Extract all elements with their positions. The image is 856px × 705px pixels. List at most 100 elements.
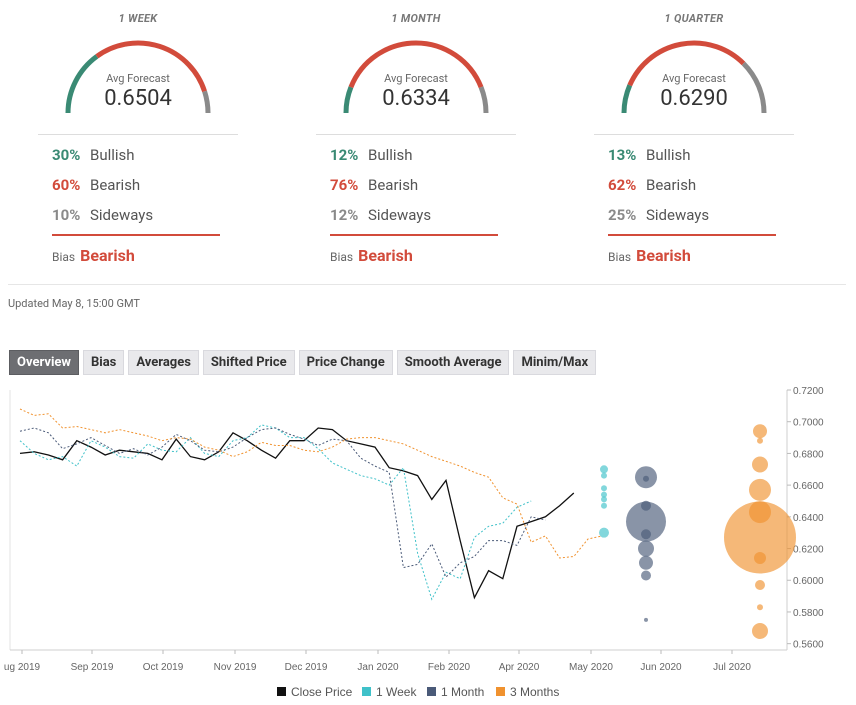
legend-label: 1 Month: [441, 685, 484, 699]
forecast-panel-1-month: 1 MONTH Avg Forecast 0.6334 12% Bullish 7…: [316, 0, 516, 265]
bearish-label: Bearish: [90, 176, 141, 194]
legend-swatch: [496, 687, 505, 696]
avg-forecast-value: 0.6504: [104, 86, 172, 111]
x-tick-label: Sep 2019: [71, 662, 114, 673]
x-tick-label: Oct 2019: [143, 662, 184, 673]
series-line-1-month: [19, 427, 546, 578]
tab-smooth-average[interactable]: Smooth Average: [396, 350, 510, 375]
forecast-gauge: [343, 40, 489, 114]
avg-forecast-value: 0.6334: [382, 86, 450, 111]
forecast-bubble-1-week: [601, 502, 607, 509]
avg-forecast-label: Avg Forecast: [384, 72, 448, 85]
forecast-title: 1 MONTH: [391, 12, 441, 25]
avg-forecast-label: Avg Forecast: [662, 72, 726, 85]
y-tick-label: 0.6400: [793, 513, 824, 524]
sideways-stat: 12% Sideways: [330, 206, 431, 224]
sideways-percent: 12%: [330, 206, 359, 224]
gauge-sideways-arc: [202, 90, 211, 114]
sideways-label: Sideways: [646, 206, 710, 224]
forecast-bubble-1-month: [641, 529, 651, 540]
bearish-label: Bearish: [646, 176, 697, 194]
series-line-close-price: [19, 427, 575, 600]
tab-shifted-price[interactable]: Shifted Price: [202, 350, 295, 375]
series-line-3-months: [19, 408, 603, 559]
gauge-bullish-arc: [621, 84, 633, 114]
tab-averages[interactable]: Averages: [128, 350, 199, 375]
bias-row: Bias Bearish: [52, 246, 135, 265]
bullish-label: Bullish: [646, 146, 691, 164]
forecast-chart: 0.7200 0.7000 0.6800 0.6600 0.6400 0.6200 0.60…: [4, 386, 824, 699]
gauge-baseline: [594, 134, 794, 135]
x-tick-label: Jul 2020: [713, 662, 751, 673]
bullish-stat: 13% Bullish: [608, 146, 691, 164]
bullish-percent: 30%: [52, 146, 81, 164]
bias-row: Bias Bearish: [608, 246, 691, 265]
y-tick-label: 0.6800: [793, 449, 824, 460]
gauge-bearish-arc: [627, 40, 746, 87]
gauge-baseline: [38, 134, 238, 135]
gauge-sideways-arc: [741, 61, 767, 114]
forecast-title: 1 QUARTER: [664, 12, 724, 25]
forecast-bubble-3-months: [749, 478, 771, 501]
forecast-bubble-1-week: [600, 465, 608, 474]
tab-overview[interactable]: Overview: [9, 350, 79, 375]
sideways-label: Sideways: [90, 206, 154, 224]
tab-bias[interactable]: Bias: [82, 350, 125, 375]
sideways-stat: 25% Sideways: [608, 206, 709, 224]
gauge-sideways-arc: [478, 86, 489, 114]
bias-row: Bias Bearish: [330, 246, 413, 265]
forecast-gauge: [621, 40, 767, 114]
forecast-bubble-1-week: [601, 485, 607, 492]
x-tick-label: Apr 2020: [499, 662, 540, 673]
bearish-percent: 60%: [52, 176, 81, 194]
tab-minim-max[interactable]: Minim/Max: [513, 350, 597, 375]
forecast-panel-1-week: 1 WEEK Avg Forecast 0.6504 30% Bullish 60…: [38, 0, 238, 265]
legend-swatch: [277, 687, 286, 696]
forecast-bubble-1-month: [643, 475, 649, 482]
forecast-bubble-1-month: [644, 617, 648, 622]
legend-swatch: [362, 687, 371, 696]
bullish-stat: 30% Bullish: [52, 146, 135, 164]
forecast-bubble-3-months: [752, 456, 768, 473]
section-divider: [8, 284, 846, 285]
x-tick-label: Nov 2019: [214, 662, 257, 673]
sideways-label: Sideways: [368, 206, 432, 224]
forecast-bubble-1-week: [601, 496, 607, 503]
bullish-label: Bullish: [90, 146, 135, 164]
chart-tabs: Overview Bias Averages Shifted Price Price C…: [9, 350, 597, 375]
x-tick-label: Dec 2019: [285, 662, 328, 673]
legend-label: 3 Months: [510, 685, 559, 699]
gauge-bearish-arc: [348, 40, 484, 89]
sideways-stat: 10% Sideways: [52, 206, 153, 224]
forecast-bubble-3-months: [754, 552, 766, 565]
bullish-stat: 12% Bullish: [330, 146, 413, 164]
sideways-percent: 10%: [52, 206, 81, 224]
bearish-stat: 62% Bearish: [608, 176, 696, 194]
bias-label: Bias: [52, 250, 76, 264]
forecast-gauge: [65, 40, 211, 114]
x-tick-label: Feb 2020: [428, 662, 471, 673]
y-tick-label: 0.6600: [793, 481, 824, 492]
forecast-bubble-3-months: [757, 604, 763, 611]
forecast-bubble-1-month: [639, 555, 653, 570]
legend-swatch: [427, 687, 436, 696]
bias-label: Bias: [608, 250, 632, 264]
bias-underline: [330, 234, 498, 236]
forecast-bubble-1-month: [638, 540, 654, 557]
bias-underline: [52, 234, 220, 236]
tab-price-change[interactable]: Price Change: [298, 350, 393, 375]
forecast-bubble-1-week: [601, 472, 607, 479]
bullish-percent: 13%: [608, 146, 637, 164]
updated-timestamp: Updated May 8, 15:00 GMT: [8, 297, 140, 310]
x-tick-label: ug 2019: [4, 662, 41, 673]
y-tick-label: 0.7200: [793, 386, 824, 397]
forecast-title: 1 WEEK: [118, 12, 158, 25]
series-line-1-week: [19, 424, 532, 601]
bias-value: Bearish: [636, 246, 691, 265]
forecast-bubble-3-months: [752, 622, 768, 639]
bias-label: Bias: [330, 250, 354, 264]
bias-value: Bearish: [358, 246, 413, 265]
avg-forecast-label: Avg Forecast: [106, 72, 170, 85]
x-tick-label: Jan 2020: [357, 662, 399, 673]
forecast-bubble-1-week: [599, 527, 609, 538]
